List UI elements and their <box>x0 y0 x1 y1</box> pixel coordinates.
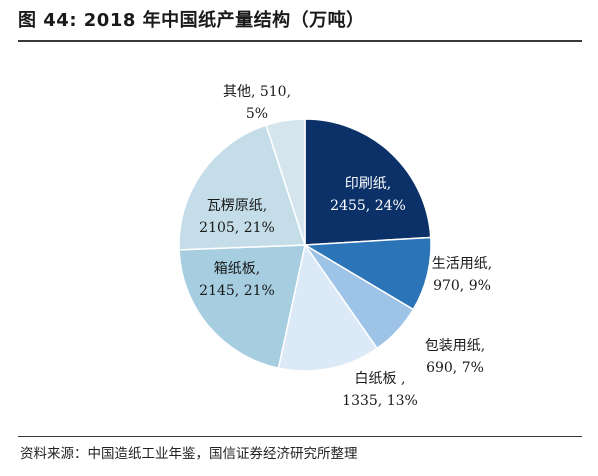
page-title: 图 44: 2018 年中国纸产量结构（万吨） <box>18 10 365 31</box>
slice-label-value: 1335, 13% <box>342 393 418 409</box>
slice-label-value: 970, 9% <box>433 278 491 294</box>
slice-label-value: 690, 7% <box>426 360 484 376</box>
pie-slice-1 <box>304 118 432 246</box>
slice-label-7: 其他, 510, 5% <box>223 84 291 122</box>
pie-slice-4 <box>277 243 379 372</box>
pie-slice-6 <box>178 124 307 251</box>
slice-label-name: 包装用纸, <box>425 338 485 354</box>
slice-label-5: 箱纸板, 2145, 21% <box>199 261 275 299</box>
footer-divider <box>18 436 582 437</box>
slice-label-3: 包装用纸, 690, 7% <box>425 338 485 376</box>
slice-label-name: 其他, 510, <box>223 84 291 100</box>
slice-label-value: 2455, 24% <box>330 198 406 214</box>
slice-label-name: 瓦楞原纸, <box>207 198 267 214</box>
slice-label-6: 瓦楞原纸, 2105, 21% <box>199 198 275 236</box>
slice-label-value: 5% <box>246 106 268 122</box>
pie-slice-5 <box>178 244 306 370</box>
source-note: 资料来源：中国造纸工业年鉴，国信证券经济研究所整理 <box>20 446 358 462</box>
slice-label-value: 2145, 21% <box>199 283 275 299</box>
slice-label-name: 生活用纸, <box>432 256 492 272</box>
slice-label-2: 生活用纸, 970, 9% <box>432 256 492 294</box>
slice-label-value: 2105, 21% <box>199 220 275 236</box>
slice-label-name: 印刷纸, <box>345 176 391 192</box>
slice-label-4: 白纸板 , 1335, 13% <box>342 371 418 409</box>
pie-slice-2 <box>302 236 432 311</box>
slice-label-name: 白纸板 , <box>355 371 406 387</box>
title-divider <box>18 40 582 42</box>
slice-label-name: 箱纸板, <box>214 261 260 277</box>
slice-label-1: 印刷纸, 2455, 24% <box>330 176 406 214</box>
pie-slice-7 <box>265 118 306 246</box>
